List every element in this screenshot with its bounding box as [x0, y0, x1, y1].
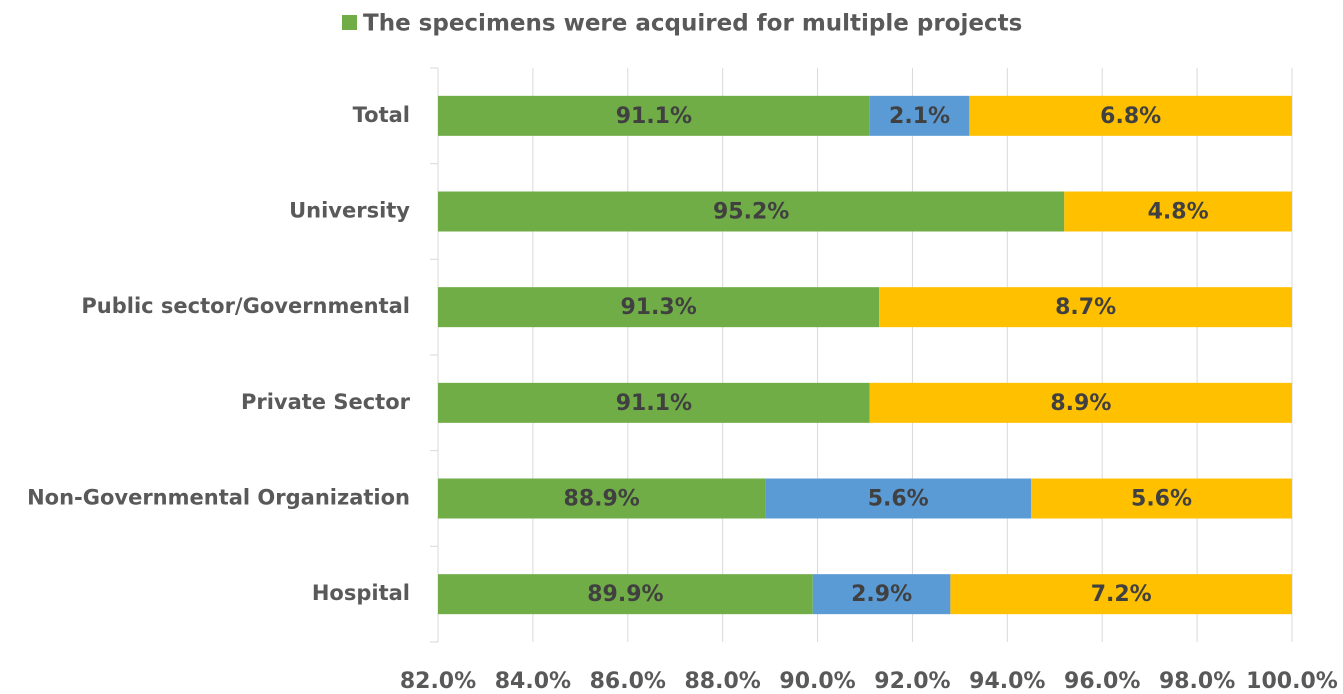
bar-segment — [879, 287, 1292, 328]
data-label: 91.3% — [620, 295, 696, 320]
y-tick-label: University — [289, 199, 410, 223]
data-label: 89.9% — [587, 582, 663, 607]
data-label: 8.9% — [1050, 391, 1111, 416]
bar-segment — [869, 95, 970, 136]
bar-segment — [438, 95, 870, 136]
bar-segment — [1064, 191, 1292, 232]
x-tick-label: 96.0% — [1064, 669, 1140, 694]
data-label: 95.2% — [713, 200, 789, 225]
x-tick-label: 100.0% — [1246, 669, 1338, 694]
bar-segment — [1031, 478, 1292, 519]
x-tick-label: 98.0% — [1159, 669, 1235, 694]
data-label: 88.9% — [564, 487, 640, 512]
bar-segment — [438, 478, 766, 519]
data-label: 4.8% — [1148, 200, 1209, 225]
data-label: 91.1% — [616, 104, 692, 129]
x-tick-label: 86.0% — [590, 669, 666, 694]
x-tick-label: 84.0% — [495, 669, 571, 694]
bar-segment — [950, 574, 1292, 615]
bar-segment — [438, 287, 880, 328]
data-label: 6.8% — [1100, 104, 1161, 129]
data-label: 5.6% — [868, 487, 929, 512]
bar-segment — [765, 478, 1032, 519]
y-tick-label: Non-Governmental Organization — [27, 486, 410, 510]
bar-segment — [969, 95, 1292, 136]
data-label: 2.9% — [851, 582, 912, 607]
data-label: 8.7% — [1055, 295, 1116, 320]
y-tick-label: Total — [353, 103, 410, 127]
bar-segment — [438, 191, 1065, 232]
legend-label: The specimens were acquired for multiple… — [363, 11, 1022, 37]
bar-segment — [869, 382, 1292, 423]
data-label: 2.1% — [889, 104, 950, 129]
y-tick-label: Public sector/Governmental — [81, 294, 410, 318]
data-label: 91.1% — [616, 391, 692, 416]
legend-swatch — [342, 15, 357, 30]
x-tick-label: 94.0% — [969, 669, 1045, 694]
x-tick-label: 92.0% — [874, 669, 950, 694]
y-tick-label: Private Sector — [241, 390, 411, 414]
y-tick-label: Hospital — [312, 581, 410, 605]
data-label: 5.6% — [1131, 487, 1192, 512]
bar-segment — [438, 574, 813, 615]
x-tick-label: 88.0% — [685, 669, 761, 694]
bar-segment — [438, 382, 870, 423]
bar-segment — [812, 574, 951, 615]
data-label: 7.2% — [1091, 582, 1152, 607]
x-tick-label: 82.0% — [400, 669, 476, 694]
x-tick-label: 90.0% — [779, 669, 855, 694]
